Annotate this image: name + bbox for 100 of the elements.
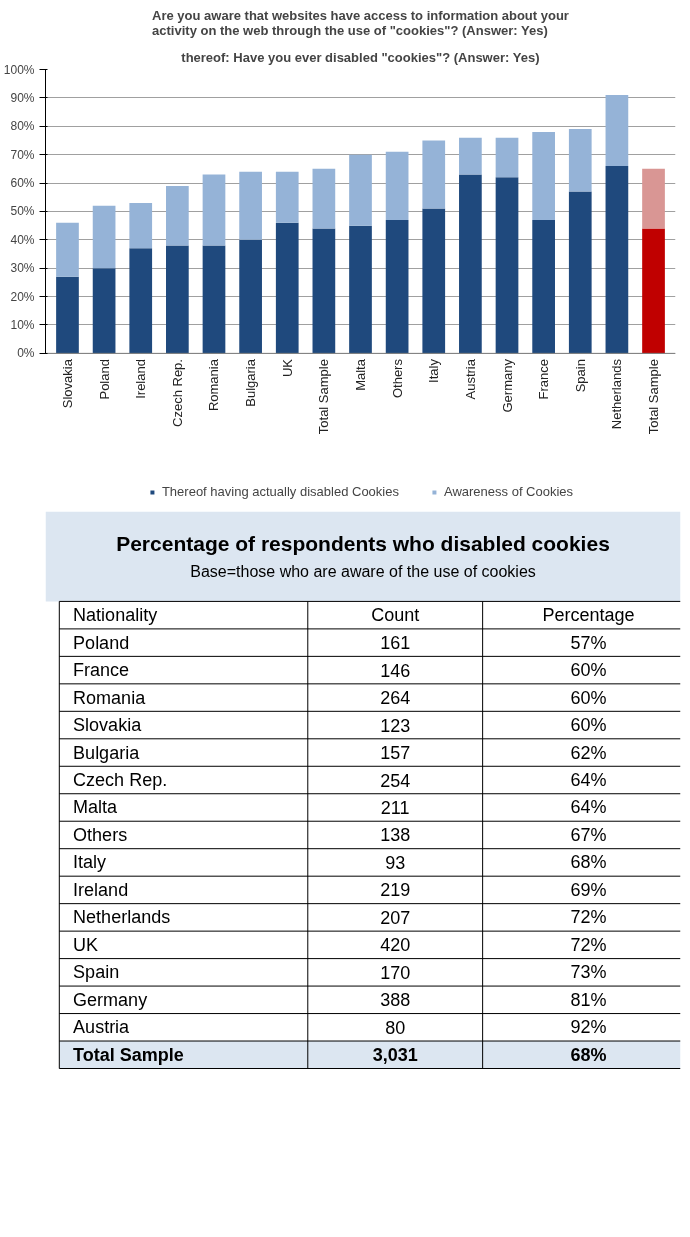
data-label: 60% [570,687,607,708]
x-tick-label: Netherlands [609,358,625,430]
bar [166,185,189,246]
bar [312,228,336,354]
bar [495,137,519,178]
bar [532,131,555,220]
bar [495,177,519,354]
data-label: 146 [380,660,411,681]
text: Base=those who are aware of the use of cookies [190,562,536,580]
x-tick-label: UK [279,358,295,378]
data-label: 219 [380,880,411,901]
x-tick-label: Czech Rep. [169,359,185,427]
x-tick-label: Total Sample [316,359,332,435]
x-tick-label: France [536,359,552,400]
category-label: Poland [73,632,130,653]
data-label: 93 [385,852,406,873]
data-label: 67% [570,824,607,845]
category-label: Czech Rep. [73,770,168,791]
bar [642,228,665,354]
bar [422,208,446,354]
x-tick-label: Romania [206,358,222,412]
bar [202,174,226,246]
y-tick-label: 10% [10,317,35,332]
category-label: Romania [73,687,147,708]
y-tick-label: 40% [10,232,35,247]
category-label: Total Sample [73,1044,184,1065]
data-label: 123 [380,715,411,736]
category-label: Netherlands [73,907,171,928]
data-label: 207 [380,907,411,928]
data-label: 254 [380,770,411,791]
y-tick-label: 80% [10,119,35,134]
category-label: Germany [73,989,148,1010]
x-tick-label: Poland [96,359,112,400]
bar [422,140,446,209]
data-label: 69% [570,879,607,900]
bar [568,191,592,354]
y-tick-label: 0% [17,346,35,361]
y-tick-label: 60% [10,176,35,191]
x-tick-label: Bulgaria [243,358,259,407]
data-label: 68% [570,1044,607,1065]
data-label: 388 [380,990,411,1011]
bar [129,248,153,354]
data-label: 72% [570,907,607,928]
bar [275,171,299,223]
x-tick-label: Ireland [133,359,149,399]
bar [605,166,629,354]
bar [92,205,116,269]
data-label: 73% [570,962,607,983]
y-tick-label: 30% [10,261,35,276]
data-label: 161 [380,633,411,654]
y-tick-label: 90% [10,90,35,105]
y-tick-label: 20% [10,289,35,304]
x-tick-label: Austria [462,358,478,400]
category-label: Bulgaria [73,742,141,763]
chart-subtitle: thereof: Have you ever disabled "cookies"? (Answer: Yes) [181,49,540,65]
text: Percentage [542,605,635,626]
bar [166,245,189,354]
text: Count [371,605,420,626]
bar [56,222,79,277]
bar [605,95,629,167]
bar [349,154,372,226]
bar [239,239,262,354]
category-label: France [73,660,130,681]
category-label: Malta [73,797,119,818]
bar [92,268,116,354]
y-tick-label: 100% [3,62,35,77]
data-label: 3,031 [372,1045,418,1066]
data-label: 157 [380,743,411,764]
bar [532,219,555,354]
data-label: 80 [385,1017,406,1038]
legend-label: Thereof having actually disabled Cookies [161,484,399,499]
y-tick-label: 50% [10,204,35,219]
text: Percentage of respondents who disabled cookies [116,531,610,555]
category-label: Austria [73,1017,131,1038]
text: Nationality [73,605,158,626]
bar [129,202,153,249]
data-label: 60% [570,660,607,681]
data-label: 72% [570,934,607,955]
data-label: 170 [380,962,411,983]
data-label: 92% [570,1017,607,1038]
x-tick-label: Germany [499,358,515,413]
category-label: Others [73,824,128,845]
x-tick-label: Spain [572,359,588,393]
data-label: 138 [380,825,411,846]
bar [275,222,299,354]
category-label: Slovakia [73,715,143,736]
data-label: 81% [570,989,607,1010]
chart-title: Are you aware that websites have access to information about your activity on the web through the use of "cookies"? (Answer: Yes) [152,7,569,38]
bar [239,171,262,240]
bar [56,276,79,354]
y-tick-label: 70% [10,147,35,162]
bar [385,151,409,220]
data-label: 64% [570,770,607,791]
data-label: 62% [570,742,607,763]
data-label: 420 [380,935,411,956]
category-label: UK [73,934,99,955]
category-label: Spain [73,962,120,983]
bar [202,245,226,354]
x-tick-label: Italy [426,358,442,383]
data-label: 264 [380,688,411,709]
